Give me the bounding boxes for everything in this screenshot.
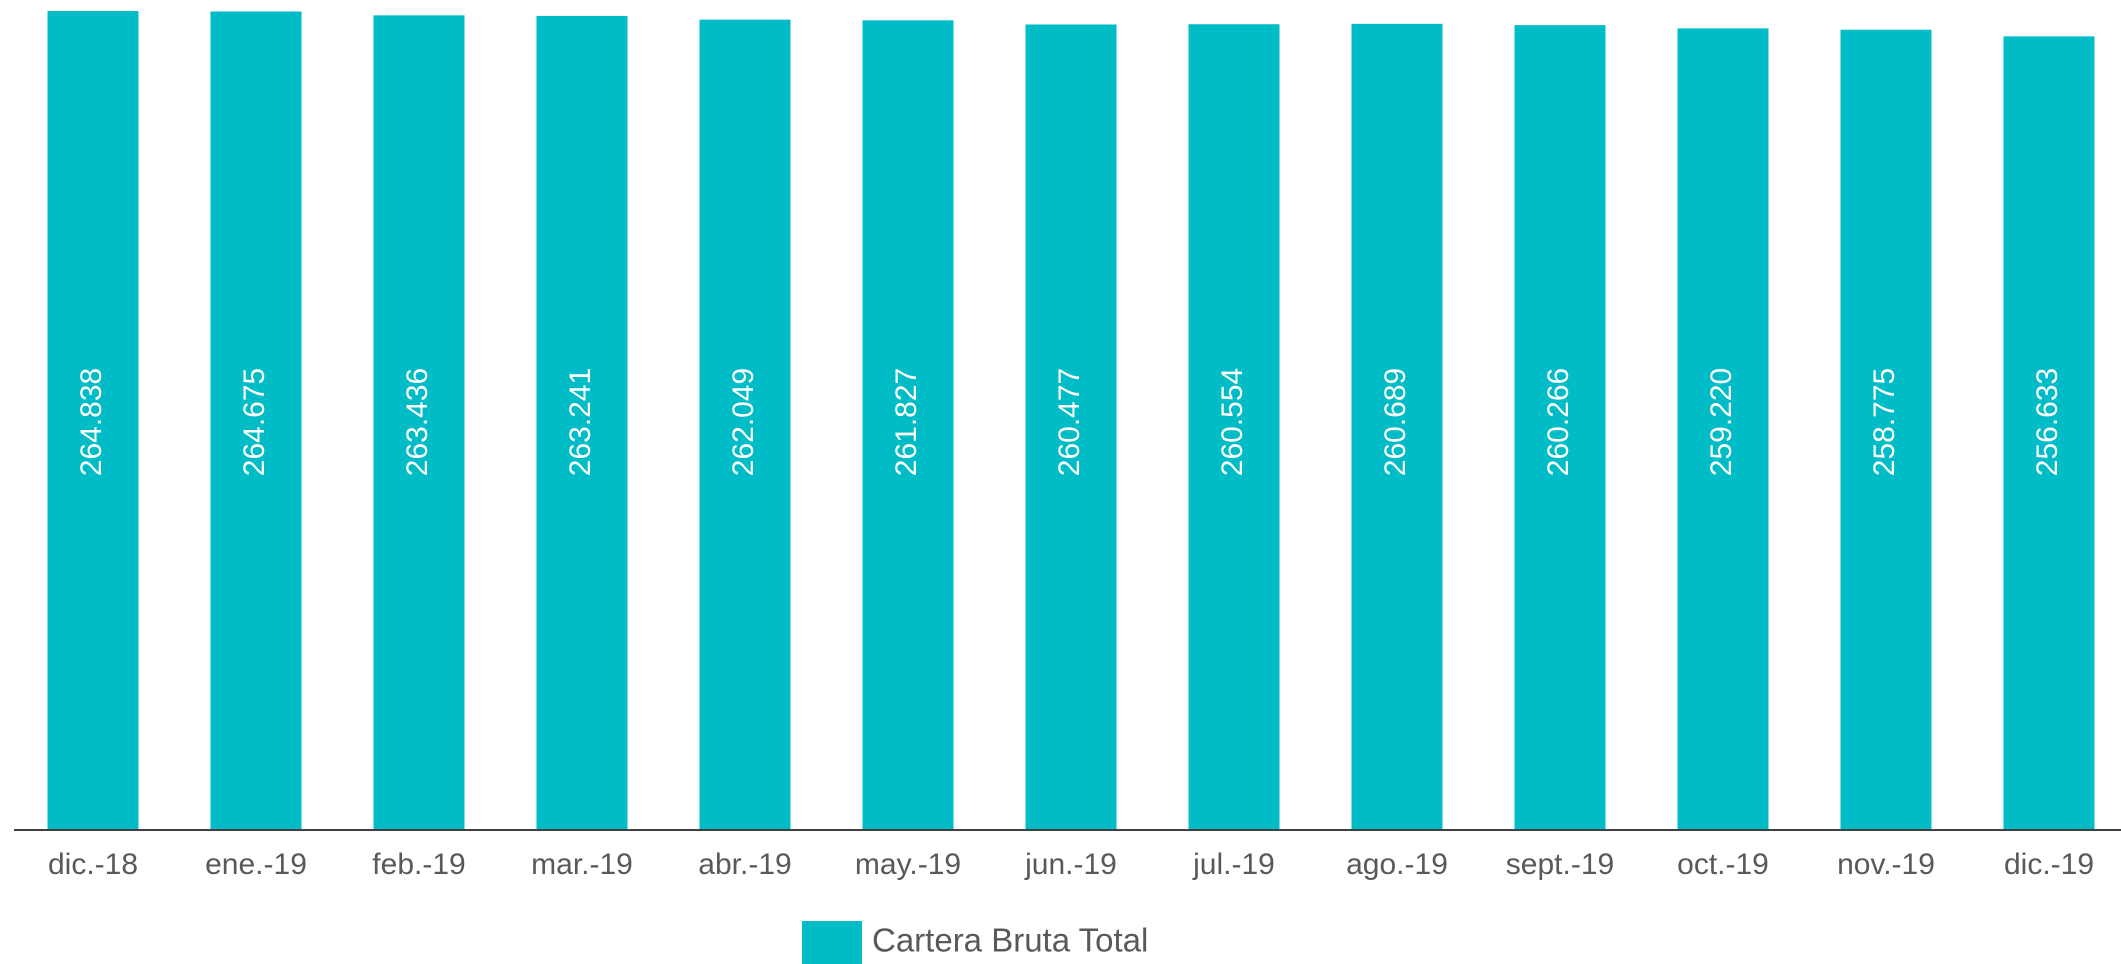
bar [1351,23,1443,830]
value-label: 260.689 [1379,368,1412,476]
value-label: 261.827 [890,368,923,476]
bar [1514,25,1606,830]
x-tick-label: jul.-19 [1192,848,1275,881]
x-tick-label: mar.-19 [531,848,633,881]
value-label: 263.436 [401,368,434,476]
value-label: 264.838 [75,368,108,476]
bar [1677,28,1769,831]
value-label: 256.633 [2031,368,2064,476]
x-tick-label: may.-19 [855,848,961,881]
bar [47,11,139,830]
value-label: 258.775 [1868,368,1901,476]
value-label: 260.477 [1053,368,1086,476]
x-tick-label: dic.-18 [48,848,138,881]
bar [699,19,791,830]
value-label: 259.220 [1705,368,1738,476]
value-label: 260.266 [1542,368,1575,476]
value-label: 260.554 [1216,368,1249,476]
bar [1025,24,1117,830]
value-label: 262.049 [727,368,760,476]
x-tick-label: feb.-19 [372,848,465,881]
bar [862,20,954,830]
x-tick-label: ene.-19 [205,848,307,881]
bar [536,15,628,830]
x-tick-label: nov.-19 [1837,848,1935,881]
bar [210,11,302,830]
x-tick-label: ago.-19 [1346,848,1448,881]
bar [1188,24,1280,830]
legend-swatch [802,921,862,964]
value-label: 264.675 [238,368,271,476]
bar [1840,29,1932,830]
value-label: 263.241 [564,368,597,476]
x-tick-label: jun.-19 [1024,848,1117,881]
x-tick-label: abr.-19 [698,848,791,881]
x-tick-label: sept.-19 [1506,848,1614,881]
legend-label: Cartera Bruta Total [872,922,1148,959]
x-tick-label: oct.-19 [1677,848,1769,881]
bar [2003,36,2095,831]
bar [373,15,465,830]
x-tick-label: dic.-19 [2004,848,2094,881]
